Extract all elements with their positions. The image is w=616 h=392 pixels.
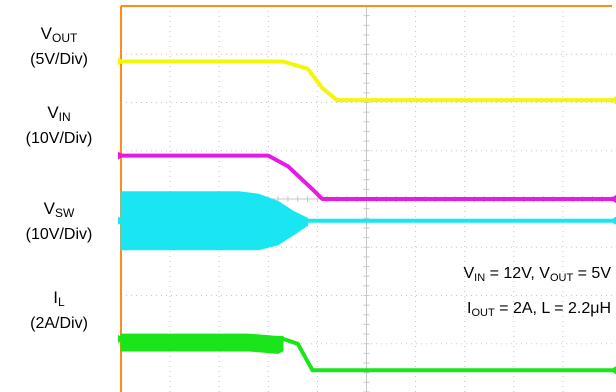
trace-name-vsw: VSW: [43, 199, 75, 220]
trace-vout-marker-right: [609, 96, 616, 105]
trace-vout-line: [121, 59, 612, 103]
trace-il-line: [121, 336, 612, 373]
test-conditions-line-1: VIN = 12V, VOUT = 5V: [463, 265, 611, 284]
trace-label-vin: VIN (10V/Div): [0, 104, 118, 147]
trace-scale-vout: (5V/Div): [30, 51, 88, 68]
trace-vin-marker-left: [118, 151, 125, 160]
trace-vout-marker-left: [118, 57, 125, 66]
trace-vin-line: [121, 153, 612, 201]
trace-vsw-marker-right: [609, 216, 616, 225]
trace-name-vout: VOUT: [40, 24, 78, 45]
trace-vin-marker-right: [609, 195, 616, 203]
trace-scale-vsw: (10V/Div): [25, 226, 93, 243]
trace-markers: [118, 57, 616, 375]
test-conditions-line-2: IOUT = 2A, L = 2.2μH: [467, 300, 611, 319]
trace-vsw-marker-left: [118, 216, 125, 225]
trace-label-vsw: VSW (10V/Div): [0, 200, 118, 243]
trace-name-vin: VIN: [47, 103, 71, 124]
trace-label-il: IL (2A/Div): [0, 289, 118, 332]
trace-name-il: IL: [53, 288, 65, 309]
trace-scale-il: (2A/Div): [30, 315, 88, 332]
trace-layer: [120, 59, 612, 373]
trace-label-vout: VOUT (5V/Div): [0, 25, 118, 68]
trace-scale-vin: (10V/Div): [25, 130, 93, 147]
trace-il-marker-right: [609, 366, 616, 375]
trace-il-marker-left: [118, 334, 125, 343]
